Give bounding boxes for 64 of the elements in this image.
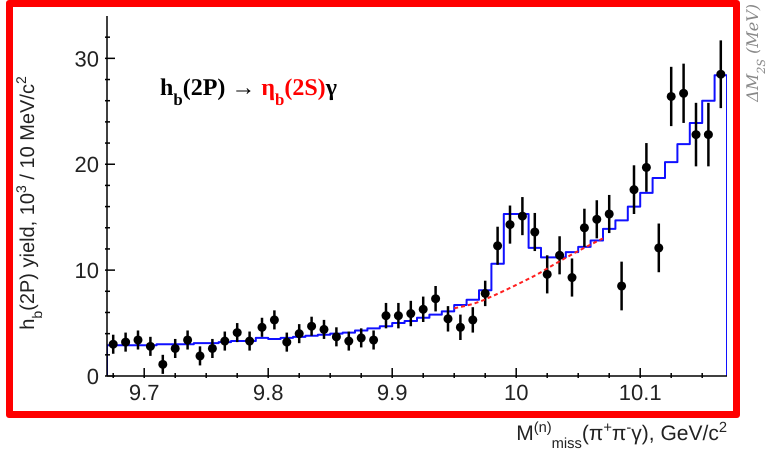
point (518, 212, 527, 221)
point (245, 336, 254, 346)
point (592, 214, 602, 224)
point (443, 314, 453, 324)
point (567, 273, 577, 282)
y-tick-label: 10 (74, 258, 99, 284)
point (716, 70, 726, 79)
point (493, 241, 502, 250)
point (381, 311, 391, 320)
point (257, 322, 267, 332)
point (195, 351, 205, 360)
point (369, 335, 378, 345)
point (480, 288, 490, 298)
point (220, 336, 230, 346)
point (406, 309, 416, 318)
point (319, 324, 329, 334)
y-tick-label: 30 (74, 46, 99, 72)
point (617, 281, 626, 291)
point (580, 223, 589, 232)
point (183, 335, 192, 345)
point (270, 315, 279, 324)
annotation: γ (324, 75, 337, 101)
point (146, 342, 155, 351)
annotation: h$_{b}$(2P) → (160, 75, 262, 108)
point (468, 315, 478, 324)
point (307, 322, 316, 331)
point (666, 92, 676, 101)
y-tick-label: 0 (86, 364, 99, 389)
point (642, 162, 651, 172)
point (555, 250, 564, 260)
point (418, 304, 428, 314)
x-tick-label: 9.9 (376, 380, 408, 405)
point (691, 130, 701, 140)
point (394, 311, 403, 320)
point (121, 338, 130, 347)
point (431, 294, 440, 304)
point (133, 335, 143, 345)
point (170, 344, 180, 353)
y-tick-label: 20 (74, 152, 99, 178)
line-series (453, 237, 604, 310)
point (356, 333, 366, 342)
x-tick-label: 10 (504, 380, 528, 405)
point (704, 130, 713, 140)
point (282, 338, 292, 347)
point (208, 344, 217, 353)
point (456, 322, 465, 332)
x-tick-label: 9.8 (252, 380, 284, 405)
point (108, 340, 118, 349)
point (604, 209, 614, 219)
point (505, 220, 515, 230)
point (158, 360, 168, 369)
text: M$^{(n)}$$_{miss}$(π$^{+}$π$^{-}$γ), GeV/c$^{2}$ (516, 420, 727, 451)
point (654, 243, 664, 252)
annotation: η$_{b}$(2S) (261, 75, 326, 108)
point (530, 227, 540, 237)
x-tick-label: 9.7 (128, 380, 160, 405)
point (232, 328, 242, 338)
point (542, 270, 552, 279)
point (679, 88, 688, 98)
point (332, 332, 341, 342)
x-tick-label: 10.1 (618, 380, 662, 405)
point (344, 336, 354, 346)
point (294, 329, 304, 338)
point (629, 185, 639, 194)
